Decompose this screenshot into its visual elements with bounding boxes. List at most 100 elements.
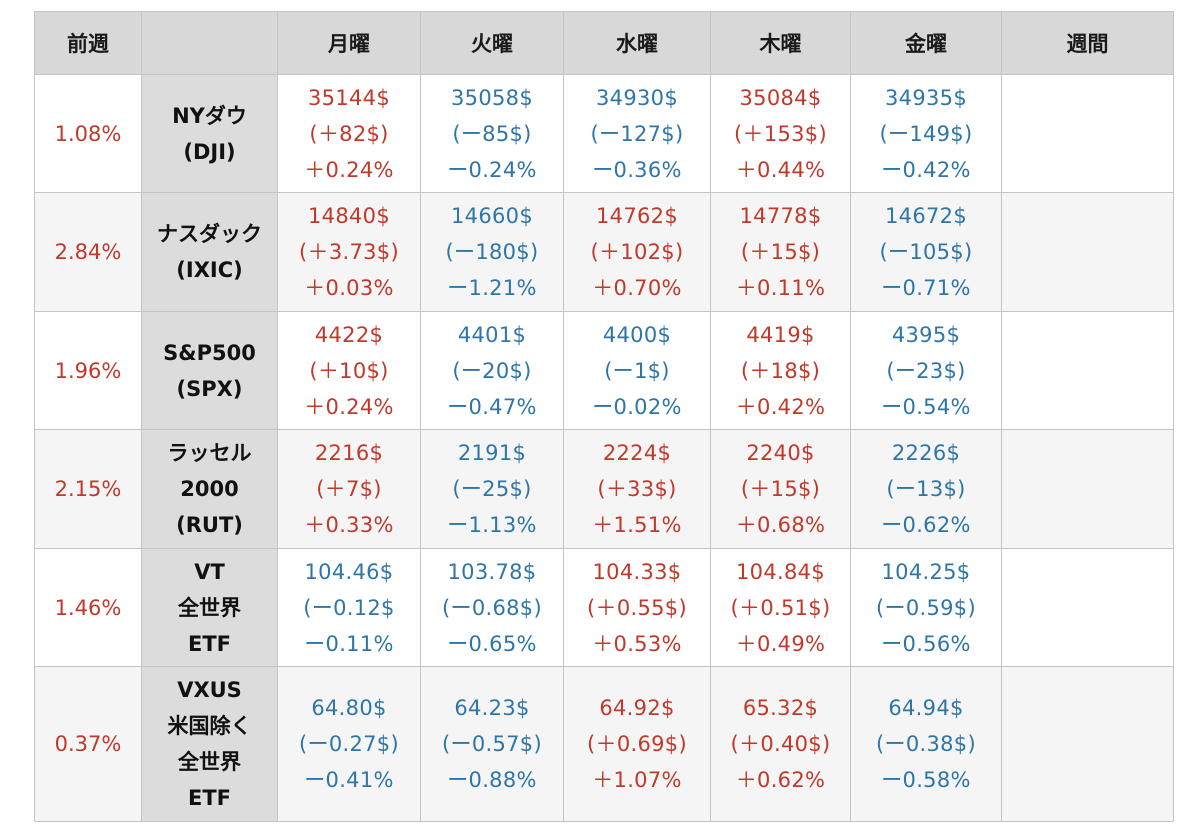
week-change: [1001, 192, 1174, 312]
day-quote-cell: 4422$ (＋10$) ＋0.24%: [277, 310, 421, 431]
index-name: S&P500 (SPX): [141, 310, 278, 431]
percent-change: ＋0.03%: [304, 276, 394, 301]
day-quote-cell: 2240$ (＋15$) ＋0.68%: [710, 429, 851, 549]
index-name-line: (IXIC): [176, 258, 243, 283]
index-name-line: (RUT): [176, 513, 243, 538]
price-change: (＋153$): [734, 121, 827, 146]
week-change: [1001, 310, 1174, 431]
header-prev-week: 前週: [34, 11, 142, 75]
price-change: (＋0.40$): [730, 732, 831, 757]
percent-change: ー0.24%: [447, 157, 537, 182]
close-price: 14672$: [885, 204, 967, 229]
percent-change: ー0.65%: [447, 631, 537, 656]
percent-change: ＋0.42%: [735, 394, 826, 419]
close-price: 35084$: [739, 85, 822, 110]
header-thursday: 木曜: [710, 11, 851, 75]
percent-change: ー0.42%: [881, 157, 971, 182]
close-price: 104.33$: [592, 559, 682, 584]
close-price: 4422$: [314, 322, 384, 347]
table-row: 1.08% NYダウ (DJI) 35144$ (＋82$) ＋0.24% 35058$ (ー…: [34, 73, 1174, 194]
index-name: NYダウ (DJI): [141, 73, 278, 194]
price-change: (ー0.59$): [876, 595, 976, 620]
day-quote-cell: 14778$ (＋15$) ＋0.11%: [710, 192, 851, 312]
price-change: (＋15$): [740, 240, 821, 265]
price-change: (ー0.27$): [299, 732, 399, 757]
percent-change: ー0.56%: [881, 631, 971, 656]
table-row: 0.37% VXUS 米国除く 全世界 ETF 64.80$ (ー0.27$) ー0.41% 6…: [34, 666, 1174, 822]
percent-change: ＋0.53%: [592, 631, 682, 656]
close-price: 34935$: [885, 85, 967, 110]
price-change: (ー149$): [879, 121, 973, 146]
prev-week-change: 2.15%: [34, 429, 142, 549]
price-change: (ー85$): [452, 121, 532, 146]
week-change: [1001, 73, 1174, 194]
prev-week-change: 0.37%: [34, 666, 142, 822]
table-row: 1.46% VT 全世界 ETF 104.46$ (ー0.12$ ー0.11% 103.78$…: [34, 547, 1174, 668]
percent-change: ＋0.11%: [735, 276, 826, 301]
index-name-line: 全世界: [178, 750, 241, 775]
header-tuesday: 火曜: [420, 11, 564, 75]
day-quote-cell: 104.84$ (＋0.51$) ＋0.49%: [710, 547, 851, 668]
index-name-line: S&P500: [163, 340, 256, 365]
prev-week-change: 2.84%: [34, 192, 142, 312]
price-change: (ー127$): [590, 121, 684, 146]
index-name-line: VXUS: [177, 678, 242, 703]
price-change: (ー20$): [452, 358, 532, 383]
percent-change: ＋0.24%: [304, 394, 394, 419]
percent-change: ＋0.33%: [304, 513, 394, 538]
day-quote-cell: 2216$ (＋7$) ＋0.33%: [277, 429, 421, 549]
price-change: (＋10$): [309, 358, 389, 383]
day-quote-cell: 35084$ (＋153$) ＋0.44%: [710, 73, 851, 194]
price-change: (ー0.57$): [442, 732, 542, 757]
index-name-line: 米国除く: [167, 714, 252, 739]
close-price: 4419$: [746, 322, 815, 347]
day-quote-cell: 104.25$ (ー0.59$) ー0.56%: [850, 547, 1002, 668]
price-change: (＋0.69$): [587, 732, 687, 757]
index-name-line: (SPX): [176, 376, 243, 401]
day-quote-cell: 2224$ (＋33$) ＋1.51%: [563, 429, 711, 549]
close-price: 104.25$: [881, 559, 971, 584]
close-price: 2226$: [891, 441, 961, 466]
percent-change: ＋0.70%: [592, 276, 682, 301]
percent-change: ー1.21%: [447, 276, 537, 301]
close-price: 14762$: [596, 204, 678, 229]
percent-change: ー0.58%: [881, 768, 971, 793]
close-price: 2191$: [457, 441, 527, 466]
day-quote-cell: 64.92$ (＋0.69$) ＋1.07%: [563, 666, 711, 822]
week-change: [1001, 547, 1174, 668]
price-change: (ー105$): [879, 240, 973, 265]
week-change: [1001, 429, 1174, 549]
percent-change: ー0.71%: [881, 276, 971, 301]
close-price: 14840$: [308, 204, 390, 229]
percent-change: ＋0.62%: [735, 768, 826, 793]
day-quote-cell: 4419$ (＋18$) ＋0.42%: [710, 310, 851, 431]
day-quote-cell: 35144$ (＋82$) ＋0.24%: [277, 73, 421, 194]
close-price: 34930$: [596, 85, 678, 110]
percent-change: ＋0.44%: [735, 157, 826, 182]
price-change: (ー1$): [604, 358, 670, 383]
price-change: (＋7$): [316, 477, 382, 502]
day-quote-cell: 4395$ (ー23$) ー0.54%: [850, 310, 1002, 431]
price-change: (＋0.51$): [730, 595, 831, 620]
percent-change: ー0.88%: [447, 768, 537, 793]
table-row: 2.15% ラッセル 2000 (RUT) 2216$ (＋7$) ＋0.33% 2191$ (…: [34, 429, 1174, 549]
percent-change: ＋0.68%: [735, 513, 826, 538]
prev-week-change: 1.08%: [34, 73, 142, 194]
table-row: 1.96% S&P500 (SPX) 4422$ (＋10$) ＋0.24% 4401$ (ー…: [34, 310, 1174, 431]
close-price: 14778$: [739, 204, 822, 229]
weekly-market-table: 前週 月曜 火曜 水曜 木曜 金曜 週間 1.08% NYダウ (DJI) 35144…: [34, 11, 1174, 822]
day-quote-cell: 104.33$ (＋0.55$) ＋0.53%: [563, 547, 711, 668]
header-index-name: [141, 11, 278, 75]
percent-change: ー0.54%: [881, 394, 971, 419]
percent-change: ＋0.24%: [304, 157, 394, 182]
price-change: (ー23$): [886, 358, 966, 383]
close-price: 2216$: [314, 441, 384, 466]
header-friday: 金曜: [850, 11, 1002, 75]
percent-change: ー1.13%: [447, 513, 537, 538]
percent-change: ー0.36%: [592, 157, 682, 182]
close-price: 14660$: [451, 204, 533, 229]
index-name-line: 2000: [180, 477, 239, 502]
day-quote-cell: 4401$ (ー20$) ー0.47%: [420, 310, 564, 431]
percent-change: ＋1.51%: [592, 513, 682, 538]
price-change: (＋18$): [740, 358, 821, 383]
